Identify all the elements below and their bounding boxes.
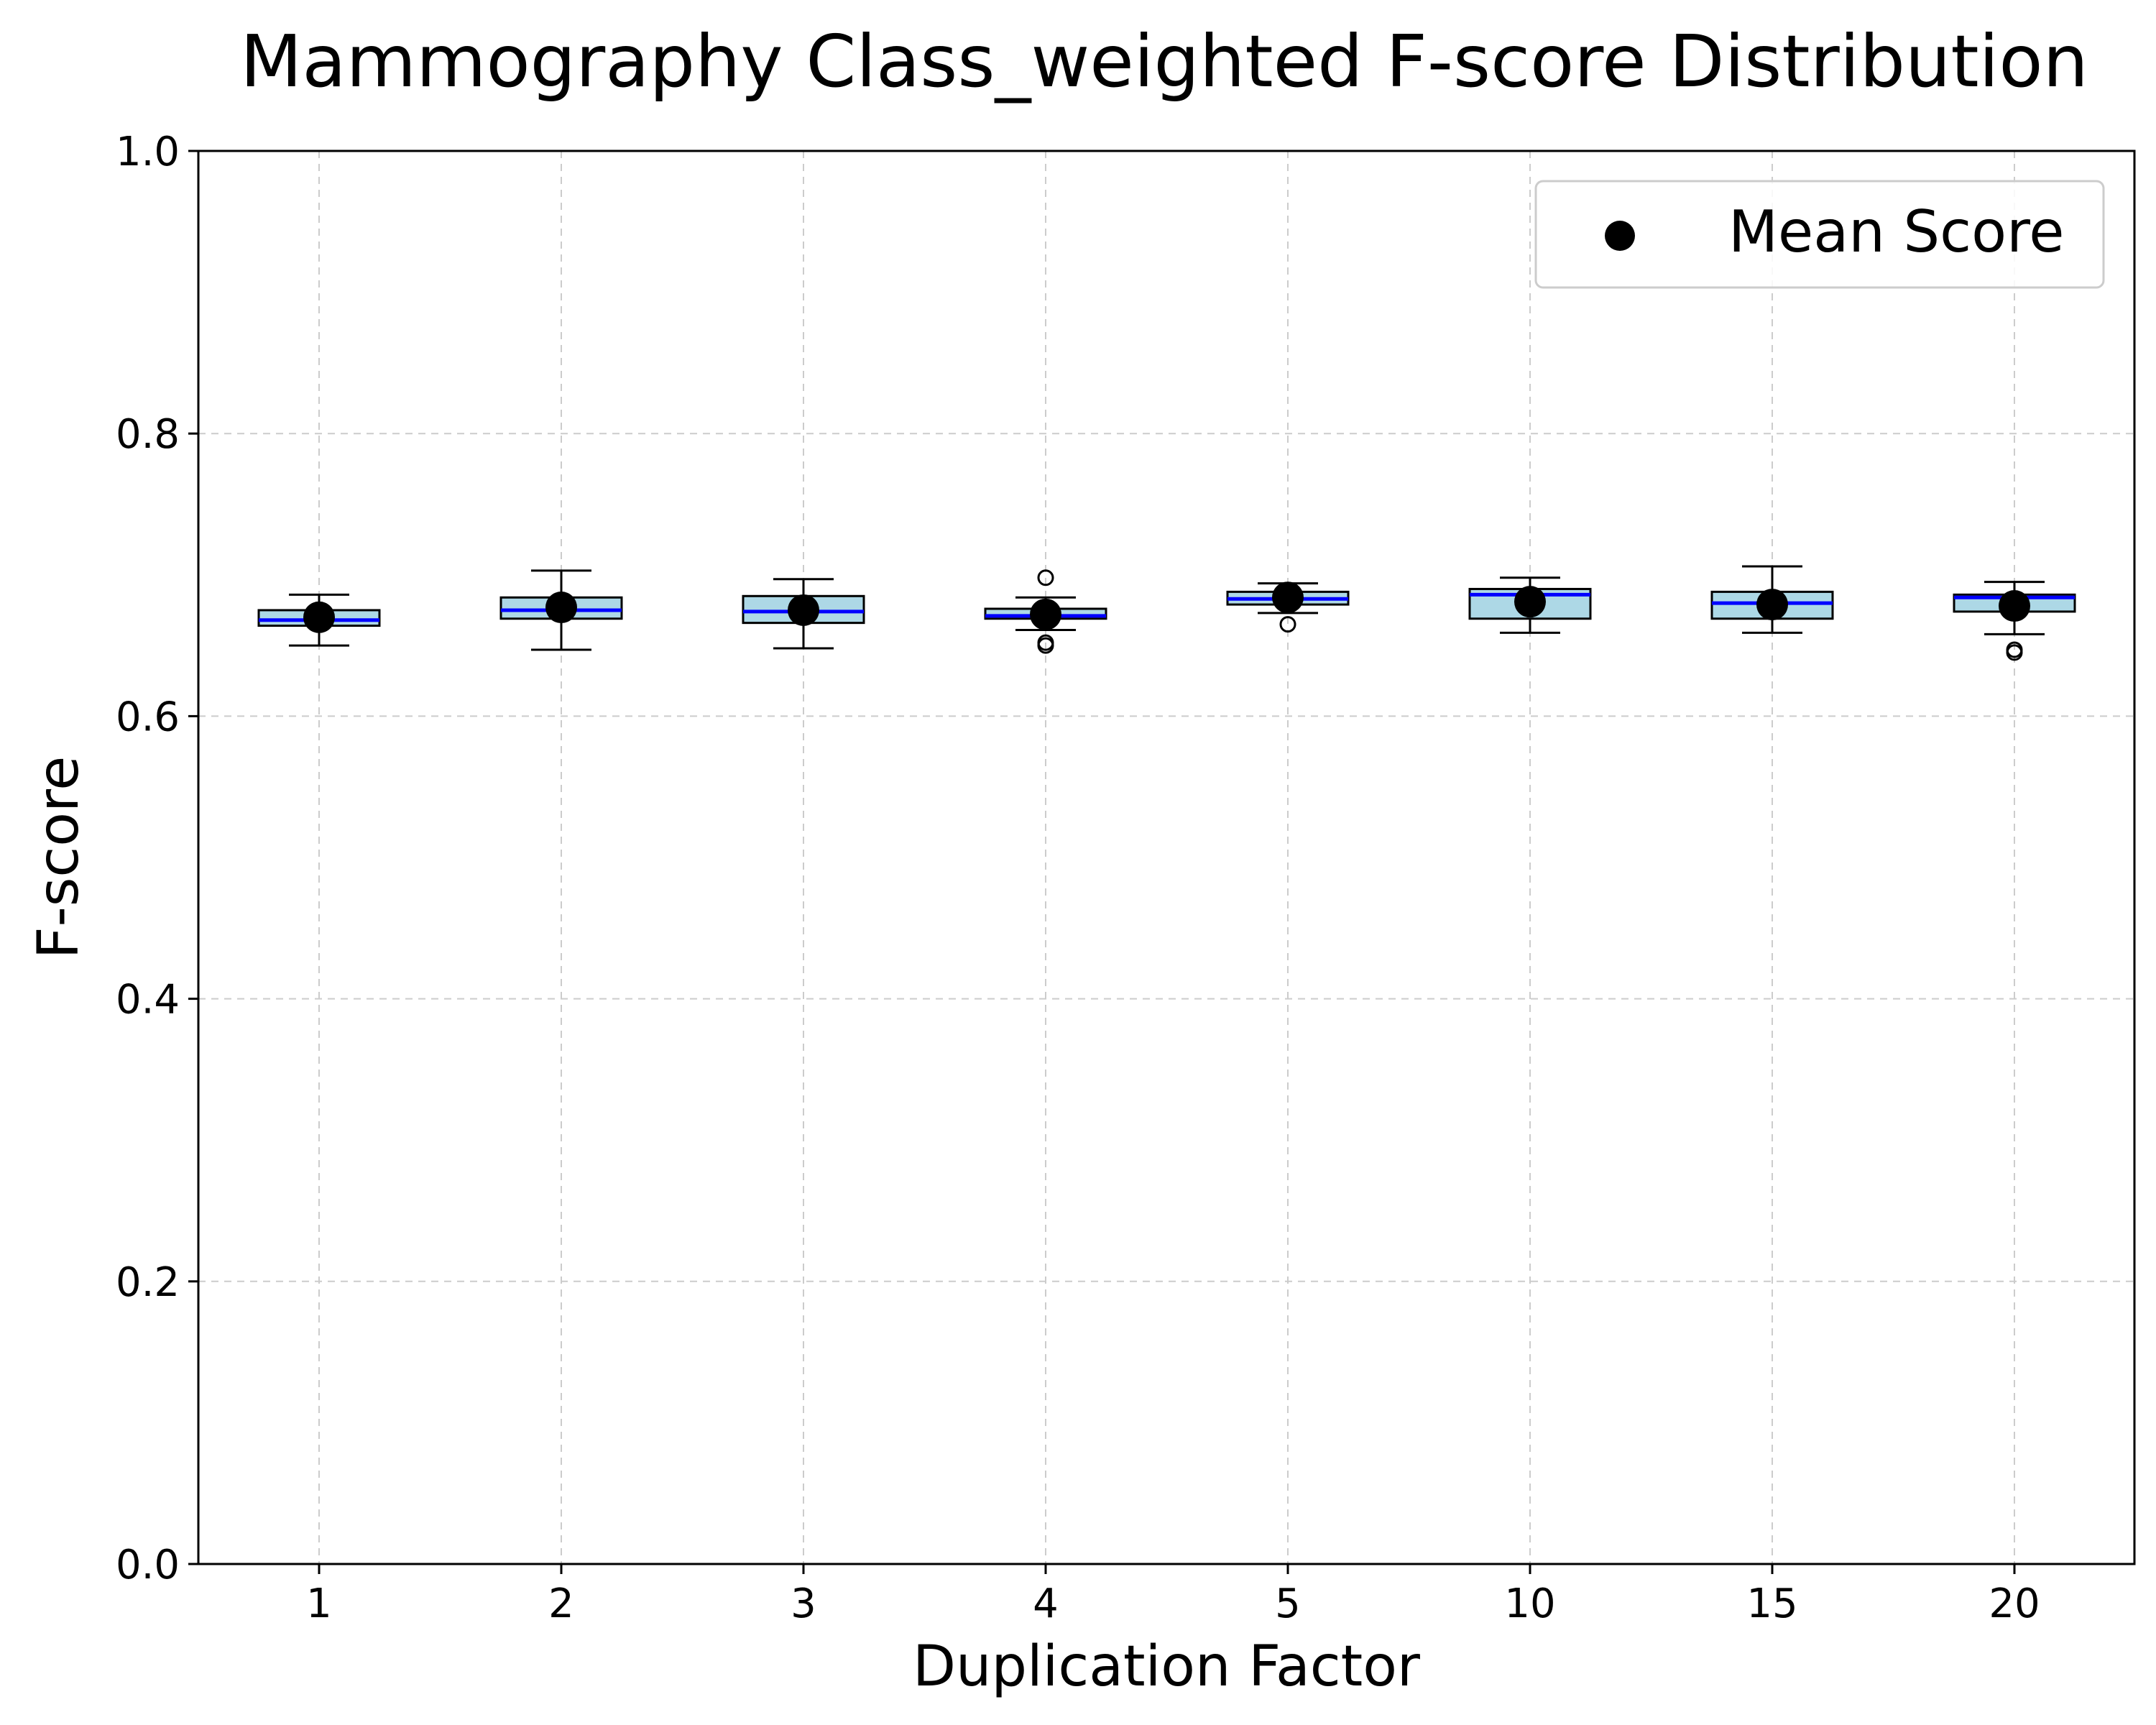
x-tick-label: 1 [306, 1581, 332, 1627]
y-axis-label: F-score [27, 756, 91, 960]
mean-point [1514, 586, 1546, 618]
box-group-15 [1710, 565, 1834, 634]
mean-point [1999, 590, 2030, 622]
legend: Mean Score [1534, 180, 2105, 289]
box-group-5 [1226, 581, 1350, 633]
box-group-3 [742, 578, 865, 650]
legend-box [1534, 180, 2105, 289]
x-axis-label: Duplication Factor [913, 1634, 1421, 1699]
y-tick-label: 1.0 [116, 129, 180, 175]
legend-label: Mean Score [1728, 198, 2064, 265]
box-group-20 [1953, 581, 2076, 661]
outlier-point [1037, 569, 1054, 586]
mean-point [303, 601, 335, 633]
box-group-2 [499, 569, 623, 651]
box-group-1 [257, 593, 381, 647]
plot-area-frame [197, 150, 2136, 1565]
outlier-point [2006, 644, 2023, 661]
grid-layer [198, 150, 2134, 1565]
mean-point [788, 594, 819, 626]
outlier-point [1037, 637, 1054, 654]
box-group-10 [1468, 576, 1592, 634]
outlier-point [1279, 616, 1296, 633]
x-tick-label: 10 [1504, 1581, 1555, 1627]
box-group-4 [984, 569, 1107, 654]
chart-title: Mammography Class_weighted F-score Distr… [240, 19, 2088, 104]
x-tick-label: 15 [1746, 1581, 1797, 1627]
mean-point [545, 592, 577, 624]
legend-mean-marker [1605, 221, 1635, 251]
y-tick-label: 0.4 [116, 977, 180, 1024]
marks-layer [257, 565, 2076, 661]
y-tick-label: 0.2 [116, 1259, 180, 1306]
y-tick-label: 0.0 [116, 1542, 180, 1588]
x-tick-label: 2 [548, 1581, 574, 1627]
mean-point [1756, 589, 1788, 621]
y-tick-label: 0.8 [116, 411, 180, 458]
mean-point [1030, 598, 1061, 630]
x-tick-label: 4 [1033, 1581, 1059, 1627]
x-tick-label: 3 [791, 1581, 816, 1627]
x-tick-label: 20 [1989, 1581, 2040, 1627]
y-tick-label: 0.6 [116, 694, 180, 740]
mean-point [1272, 581, 1304, 614]
axis-ticks: 0.0 0.2 0.4 0.6 0.8 1.0 1 2 3 4 5 10 15 20 [116, 129, 2040, 1627]
x-tick-label: 5 [1275, 1581, 1301, 1627]
